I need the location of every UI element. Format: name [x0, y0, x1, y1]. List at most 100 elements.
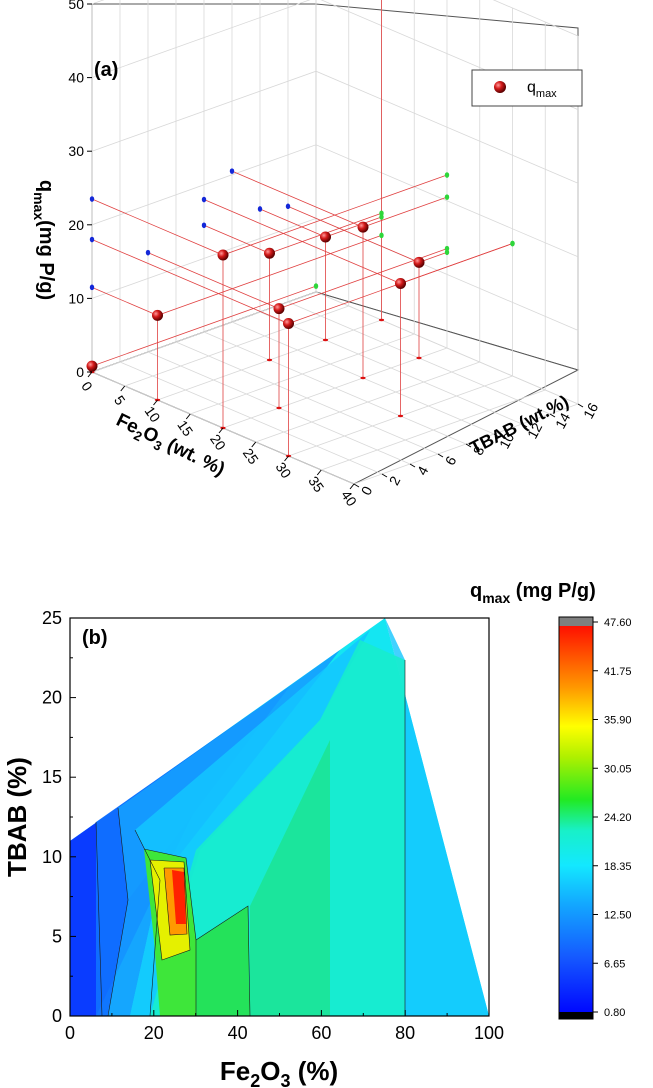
right-wall-dot [444, 194, 450, 200]
data-point [283, 318, 294, 330]
data-point [152, 309, 163, 321]
y-tick-label: 14 [552, 410, 574, 431]
b-y-tick-label: 5 [52, 926, 62, 946]
floor-dot [360, 376, 366, 380]
data-point [357, 221, 369, 233]
colorbar-tick-label: 24.20 [604, 812, 632, 824]
floor-dot [322, 338, 329, 342]
y-tick [521, 423, 528, 428]
x-tick [284, 455, 289, 462]
z-axis-title: qmax(mg P/g) [31, 180, 57, 300]
y-tick [493, 433, 500, 438]
y-tick-label: 0 [358, 483, 376, 498]
proj-line-yz [91, 285, 317, 367]
left-wall-dot [201, 222, 207, 229]
right-wall-dot [510, 240, 515, 247]
contour-band-green-2 [250, 740, 330, 1016]
x-tick-label: 20 [207, 431, 229, 453]
b-y-ticks: 0 5 10 15 20 25 [42, 608, 76, 1026]
left-wall-dot [285, 203, 291, 210]
colorbar-title: qmax (mg P/g) [470, 580, 596, 606]
colorbar-top-cap [559, 617, 593, 626]
left-wall-dot [89, 236, 95, 243]
colorbar: qmax (mg P/g) 0.80 6.65 12.50 18.35 24.20 30.… [470, 580, 632, 1020]
y-tick-label: 16 [580, 400, 602, 421]
legend-a: qmax [471, 69, 583, 107]
y-tick-label: 4 [414, 463, 432, 478]
proj-line-yz [157, 234, 382, 316]
x-tick-label: 5 [111, 392, 129, 408]
left-wall-dot [257, 206, 263, 212]
panel-b-label: (b) [82, 627, 108, 649]
floor-dot [397, 414, 404, 418]
contour-band-green [196, 906, 250, 1016]
z-tick-label: 50 [68, 0, 84, 12]
floor-dot [416, 356, 422, 360]
colorbar-tick-label: 47.60 [604, 617, 632, 629]
proj-line-xz [259, 208, 326, 238]
x-tick-label: 0 [78, 378, 96, 394]
contour-line-4 [143, 848, 197, 1016]
b-y-tick-label: 10 [42, 847, 62, 867]
floor-grid-y [175, 341, 439, 455]
proj-line-xz [91, 198, 224, 256]
data-point [395, 278, 406, 290]
contour-band-cyan-green [150, 640, 405, 1016]
b-x-tick-label: 60 [311, 1023, 331, 1043]
data-point [264, 247, 275, 259]
y-tick [437, 453, 444, 458]
y-tick [549, 413, 556, 418]
floor-dot [266, 358, 273, 362]
proj-line-yz [222, 174, 448, 256]
y-tick [409, 463, 416, 468]
b-y-tick-label: 25 [42, 608, 62, 628]
y-tick [381, 473, 388, 478]
wall-grid-z [91, 70, 579, 184]
x-tick-label: 30 [273, 459, 295, 481]
data-points [86, 221, 425, 372]
left-wall-dot [145, 249, 151, 256]
b-x-ticks: 0 20 40 60 80 100 [65, 1010, 504, 1043]
contour-hotspot-red [172, 870, 186, 924]
z-tick-label: 40 [68, 70, 84, 86]
colorbar-tick-label: 30.05 [604, 763, 632, 775]
x-tick [153, 399, 158, 406]
contour-band-right [385, 618, 489, 1016]
data-point [413, 256, 425, 268]
x-tick [349, 483, 355, 490]
proj-line-xz [203, 224, 270, 254]
data-point [273, 303, 285, 315]
z-tick-labels: 0 10 20 30 40 50 [68, 0, 92, 380]
right-wall-dot [444, 172, 450, 178]
b-x-tick-label: 0 [65, 1023, 75, 1043]
floor-grid-y [203, 331, 467, 445]
legend-label: qmax [527, 79, 557, 100]
contour-line-2 [107, 807, 129, 1017]
projection-lines [91, 0, 513, 456]
data-point [86, 360, 98, 372]
contour-fill [70, 618, 489, 1017]
right-wall-dot [313, 283, 319, 289]
left-wall-dot [201, 196, 207, 203]
contour-line-3 [134, 829, 161, 1017]
proj-line-xz [203, 199, 401, 284]
data-point [217, 249, 229, 261]
contour-line-5 [195, 905, 251, 1017]
x-tick [120, 385, 126, 392]
b-x-tick-label: 40 [228, 1023, 248, 1043]
colorbar-tick-label: 6.65 [604, 958, 625, 970]
floor-grid-y [259, 311, 523, 425]
wall-grid-z [91, 144, 579, 258]
right-wall-dot [444, 245, 450, 252]
b-x-tick-label: 20 [144, 1023, 164, 1043]
x-tick [185, 413, 191, 420]
panel-b-contour-map: 0 20 40 60 80 100 0 5 10 15 20 25 (b) Fe2O3 (%) TB… [2, 580, 632, 1088]
x-tick [218, 427, 224, 434]
b-x-axis-title: Fe2O3 (%) [220, 1056, 338, 1088]
z-tick-label: 10 [68, 290, 84, 306]
contour-line-8 [163, 867, 188, 936]
y-tick [353, 483, 360, 488]
x-tick [316, 469, 322, 476]
y-tick-label: 6 [442, 453, 460, 468]
